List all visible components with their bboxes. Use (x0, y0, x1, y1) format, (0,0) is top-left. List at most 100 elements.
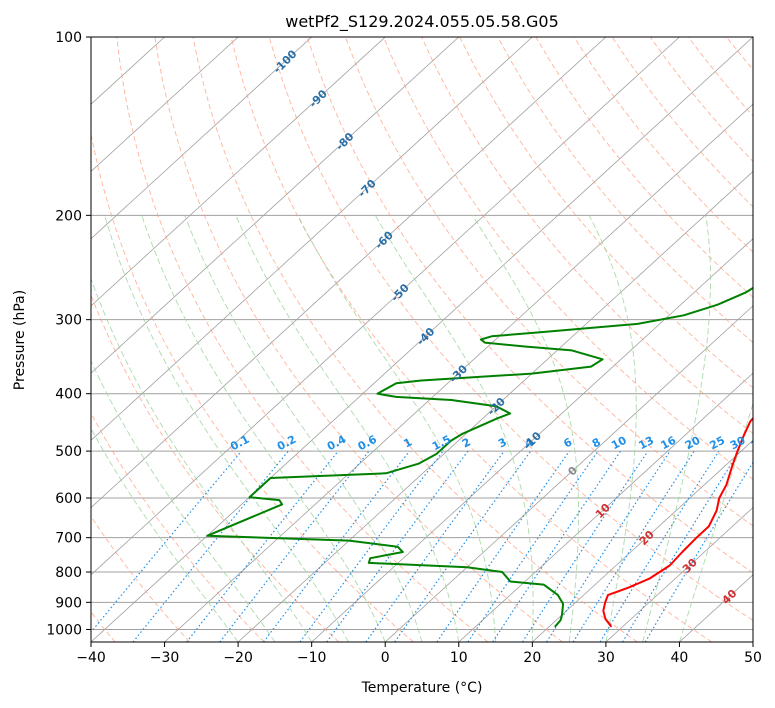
mixing-ratio-line-14 (572, 450, 695, 642)
mixing-ratio-line-1 (132, 450, 289, 642)
mixing-ratio-label-15: 25 (707, 434, 727, 453)
mixing-ratio-line-10 (467, 450, 599, 642)
isotherm--70 (91, 37, 533, 441)
isotherm--40 (91, 37, 753, 642)
plot-frame (90, 36, 754, 643)
isotherm--110 (91, 37, 239, 172)
dry-adiabat-140 (611, 37, 753, 208)
isotherm--50 (91, 37, 680, 576)
dewpoint-profile (206, 286, 753, 628)
y-tick-label-600: 600 (55, 491, 82, 507)
moist-adiabat-5 (184, 215, 423, 642)
mixing-ratio-label-5: 1.5 (430, 433, 453, 454)
isotherm--30 (164, 103, 753, 642)
mixing-ratio-line-7 (365, 450, 505, 642)
isotherm-50 (752, 641, 753, 642)
moist-adiabat-15 (297, 215, 497, 642)
isotherm-30 (605, 507, 753, 642)
moist-adiabat-0 (141, 215, 386, 642)
y-tick-label-500: 500 (55, 444, 82, 460)
x-tick-label-10: 10 (450, 650, 468, 666)
moist-adiabat-10 (235, 215, 460, 642)
mixing-ratio-label-6: 2 (460, 435, 473, 450)
isotherm--80 (91, 37, 460, 374)
x-tick-label-20: 20 (523, 650, 541, 666)
dry-adiabat-20 (154, 37, 563, 642)
isotherm--100 (91, 37, 312, 240)
dry-adiabat-30 (192, 37, 638, 642)
y-tick-label-100: 100 (55, 30, 82, 46)
mixing-ratio-label-16: 30 (728, 434, 748, 453)
mixing-ratio-label-12: 13 (636, 434, 656, 453)
dry-adiabat--10 (91, 293, 340, 642)
mixing-ratio-label-9: 6 (561, 435, 574, 450)
y-axis: 100 200 300 400 500 600 700 800 900 1000 (46, 30, 91, 638)
x-tick-label-40: 40 (671, 650, 689, 666)
mixing-ratio-label-0: 0.1 (228, 433, 251, 454)
y-tick-label-300: 300 (55, 313, 82, 329)
moist-adiabat-35 (642, 215, 712, 642)
dry-adiabat-0 (91, 131, 414, 642)
mixing-ratio-line-2 (186, 450, 339, 642)
sounding-lines (206, 286, 753, 628)
dry-adiabat-170 (726, 37, 753, 71)
isotherm-20 (532, 439, 753, 642)
moist-adiabat-20 (374, 215, 534, 642)
x-tick-label-30: 30 (597, 650, 615, 666)
y-tick-label-400: 400 (55, 387, 82, 403)
x-tick-label--30: −30 (150, 650, 180, 666)
moist-adiabat--15 (91, 359, 276, 642)
dry-adiabat-160 (687, 37, 753, 117)
dry-adiabat-50 (268, 37, 753, 621)
dry-adiabat-150 (649, 37, 753, 163)
mixing-ratio-label-3: 0.6 (356, 433, 380, 454)
temperature-profile (602, 416, 753, 628)
background-lines (91, 37, 775, 642)
x-tick-label--20: −20 (223, 650, 253, 666)
mixing-ratio-line-12 (521, 450, 649, 642)
dry-adiabat-90 (421, 37, 753, 435)
mixing-ratio-line-8 (394, 450, 532, 642)
dry-adiabat-130 (573, 37, 753, 253)
mixing-ratio-line-16 (622, 450, 740, 642)
x-tick-label--40: −40 (76, 650, 106, 666)
y-tick-label-200: 200 (55, 208, 82, 224)
dry-adiabat--20 (91, 412, 265, 642)
dry-adiabat-40 (230, 37, 713, 642)
dry-adiabat-60 (306, 37, 753, 574)
x-tick-label--10: −10 (297, 650, 327, 666)
moist-adiabat--5 (104, 215, 349, 642)
y-tick-label-1000: 1000 (46, 622, 82, 638)
moist-adiabat--20 (91, 427, 239, 642)
mixing-ratio-line-15 (599, 450, 720, 642)
y-axis-label: Pressure (hPa) (12, 290, 28, 390)
mixing-ratio-line-13 (546, 450, 671, 642)
dry-adiabat-120 (535, 37, 753, 298)
moist-adiabat-30 (588, 215, 637, 642)
y-tick-label-700: 700 (55, 531, 82, 547)
x-axis: −40 −30 −20 −10 0 10 20 30 40 50 (76, 642, 762, 666)
dry-adiabat-110 (497, 37, 753, 344)
mixing-ratio-label-4: 1 (401, 435, 414, 450)
chart-title: wetPf2_S129.2024.055.05.58.G05 (285, 12, 559, 32)
mixing-ratio-label-11: 10 (609, 433, 629, 452)
mixing-ratio-line-11 (492, 450, 622, 642)
x-tick-label-0: 0 (381, 650, 390, 666)
mixing-ratio-label-17: 36 (749, 434, 769, 453)
mixing-ratio-line-9 (436, 450, 570, 642)
dry-adiabat-180 (765, 37, 775, 642)
mixing-ratio-label-1: 0.2 (275, 433, 298, 454)
y-tick-label-800: 800 (55, 565, 82, 581)
dry-adiabat-10 (116, 37, 489, 642)
mixing-ratio-label-2: 0.4 (325, 433, 349, 454)
mixing-ratio-line-4 (263, 450, 410, 642)
dry-adiabat--30 (91, 515, 191, 642)
moist-adiabat-40 (678, 401, 753, 642)
moist-adiabat-25 (472, 215, 580, 642)
isotherm-0 (384, 305, 753, 642)
x-tick-label-50: 50 (744, 650, 762, 666)
mixing-ratio-label-14: 20 (683, 434, 703, 453)
isotherm-10 (458, 372, 753, 642)
line-labels: 0.1 0.2 0.4 0.6 1 1.5 2 3 4 6 8 10 13 16 20 25 30 36-100-… (228, 47, 769, 607)
